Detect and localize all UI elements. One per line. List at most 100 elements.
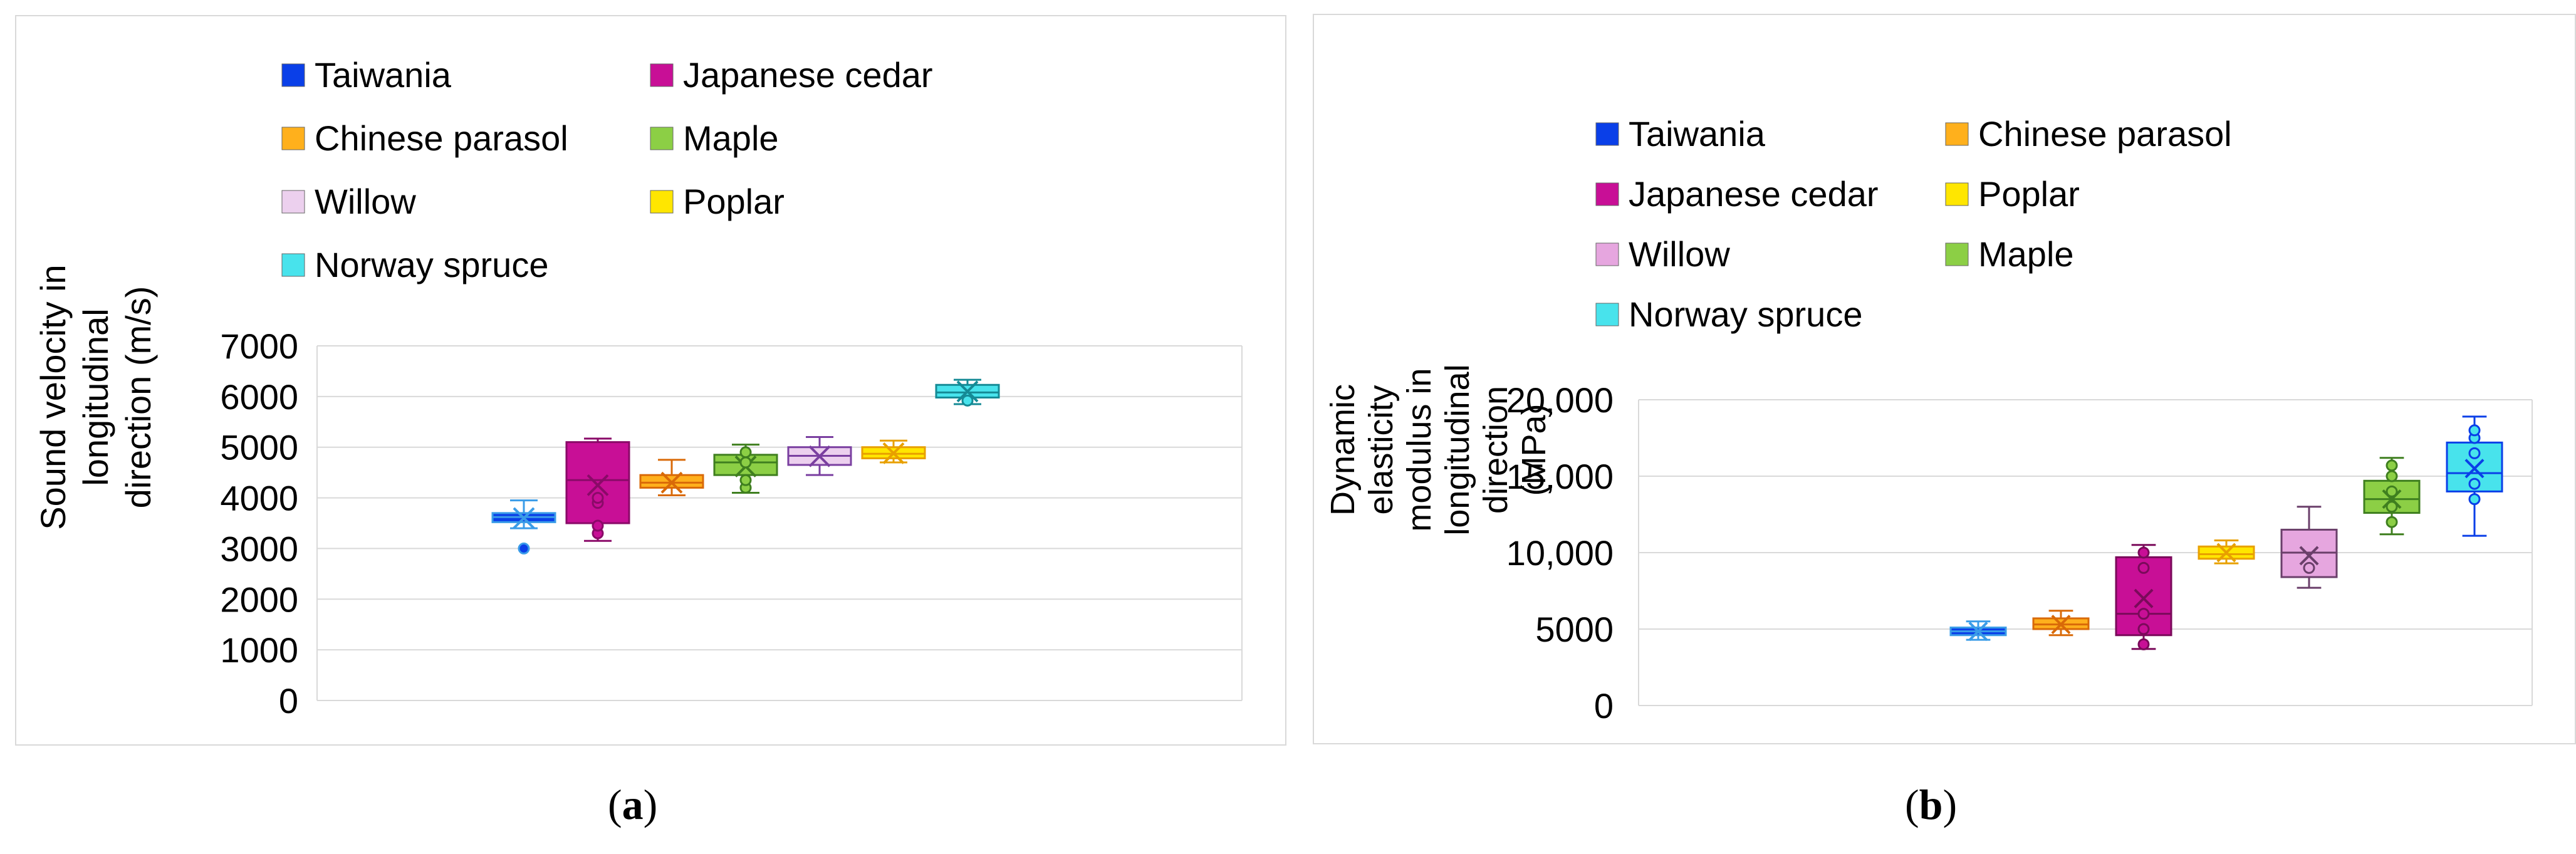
- mean-marker: [660, 471, 683, 494]
- y-axis-label-line: longitudinal: [1439, 364, 1476, 535]
- y-axis-label-line: direction: [1477, 386, 1515, 514]
- outlier-point: [2386, 516, 2398, 528]
- chart-panel-b-frame: [1313, 14, 2576, 744]
- legend-label: Chinese parasol: [1978, 114, 2232, 154]
- outlier-point: [592, 492, 604, 504]
- y-axis-label-line: (MPa): [1515, 404, 1553, 496]
- mean-marker: [2299, 546, 2319, 566]
- box-taiwania: [1949, 620, 2007, 642]
- legend-label: Taiwania: [1629, 114, 1766, 154]
- outlier-point: [739, 474, 752, 486]
- legend-swatch: [1945, 182, 1969, 206]
- legend-label: Willow: [315, 182, 416, 221]
- y-tick-label: 0: [279, 681, 298, 721]
- y-tick-label: 3000: [220, 529, 298, 568]
- legend-label: Norway spruce: [1629, 294, 1862, 334]
- legend-label: Japanese cedar: [1629, 174, 1879, 214]
- box-willow: [2280, 506, 2338, 589]
- outlier-point: [2137, 561, 2150, 574]
- box-chinese-parasol: [2032, 610, 2090, 637]
- mean-marker: [2134, 588, 2154, 608]
- legend-label: Norway spruce: [315, 245, 548, 284]
- outlier-point: [2303, 561, 2315, 574]
- mean-marker: [956, 380, 979, 403]
- legend-swatch: [281, 190, 305, 214]
- outlier-point: [2137, 546, 2150, 559]
- caption-a-label: a: [622, 781, 644, 828]
- y-axis-label-line: Dynamic: [1324, 384, 1362, 516]
- y-axis-label-line: modulus in: [1400, 368, 1438, 531]
- legend-swatch: [650, 190, 674, 214]
- outlier-point: [2468, 447, 2481, 459]
- legend-label: Poplar: [1978, 174, 2080, 214]
- legend-label: Willow: [1629, 234, 1730, 274]
- mean-marker: [808, 445, 831, 467]
- y-tick-label: 2000: [220, 580, 298, 619]
- y-axis-label-line: Sound velocity in: [33, 264, 73, 529]
- mean-marker: [882, 442, 905, 464]
- box-iqr: [565, 441, 630, 524]
- legend-swatch: [1595, 242, 1619, 266]
- outlier-point: [739, 446, 752, 459]
- y-axis-label-line: elasticity: [1362, 385, 1400, 514]
- y-tick-label: 1000: [220, 630, 298, 670]
- box-maple: [2363, 457, 2421, 536]
- y-tick-label: 20,000: [1506, 380, 1614, 420]
- legend-swatch: [650, 63, 674, 87]
- outlier-point: [592, 519, 604, 532]
- mean-marker: [2051, 615, 2071, 635]
- mean-marker: [2382, 489, 2402, 509]
- outlier-point: [2468, 424, 2481, 437]
- legend-swatch: [1595, 303, 1619, 326]
- y-tick-label: 10,000: [1506, 533, 1614, 573]
- outlier-point: [739, 456, 752, 469]
- legend-label: Maple: [683, 118, 779, 158]
- legend-label: Japanese cedar: [683, 55, 933, 95]
- legend-swatch: [281, 253, 305, 277]
- y-tick-label: 0: [1594, 686, 1614, 726]
- outlier-point: [2386, 485, 2398, 497]
- legend-swatch: [1945, 122, 1969, 146]
- box-japanese-cedar: [2115, 544, 2172, 650]
- box-maple: [713, 444, 778, 494]
- outlier-point: [2386, 459, 2398, 472]
- legend-swatch: [1595, 122, 1619, 146]
- legend-label: Taiwania: [315, 55, 452, 95]
- caption-b: (b): [1905, 781, 1958, 828]
- legend-swatch: [281, 63, 305, 87]
- y-tick-label: 6000: [220, 377, 298, 417]
- y-tick-label: 15,000: [1506, 457, 1614, 496]
- legend-swatch: [1595, 182, 1619, 206]
- outlier-point: [961, 394, 974, 407]
- outlier-point: [2137, 623, 2150, 635]
- legend-label: Chinese parasol: [315, 118, 568, 158]
- outlier-point: [2468, 477, 2481, 490]
- box-chinese-parasol: [639, 459, 704, 497]
- legend-swatch: [1945, 242, 1969, 266]
- y-axis-label-line: direction (m/s): [118, 286, 158, 509]
- outlier-point: [2468, 493, 2481, 506]
- caption-a: (a): [608, 781, 658, 828]
- outlier-point: [2137, 608, 2150, 620]
- box-willow: [787, 436, 852, 476]
- y-axis-label-line: longitudinal: [76, 308, 115, 486]
- y-tick-label: 4000: [220, 479, 298, 518]
- outlier-point: [2137, 638, 2150, 650]
- legend-label: Maple: [1978, 234, 2074, 274]
- legend-swatch: [650, 127, 674, 150]
- legend-swatch: [281, 127, 305, 150]
- chart-panel-b: Taiwania Chinese parasol Japanese cedar Pop…: [1324, 114, 2533, 726]
- mean-marker: [587, 474, 609, 496]
- chart-panel-a: Taiwania Japanese cedar Chinese parasol Map…: [33, 55, 1243, 721]
- caption-b-label: b: [1919, 781, 1943, 828]
- outlier-point: [2386, 501, 2398, 513]
- legend-label: Poplar: [683, 182, 785, 221]
- box-japanese-cedar: [565, 437, 630, 542]
- y-tick-label: 5000: [220, 428, 298, 467]
- mean-marker: [2464, 459, 2485, 479]
- y-axis-label: Sound velocity inlongitudinaldirection (…: [33, 264, 158, 529]
- box-poplar: [2198, 539, 2255, 565]
- box-poplar: [861, 439, 926, 464]
- mean-marker: [1968, 622, 1988, 642]
- box-norway-spruce: [935, 378, 1000, 407]
